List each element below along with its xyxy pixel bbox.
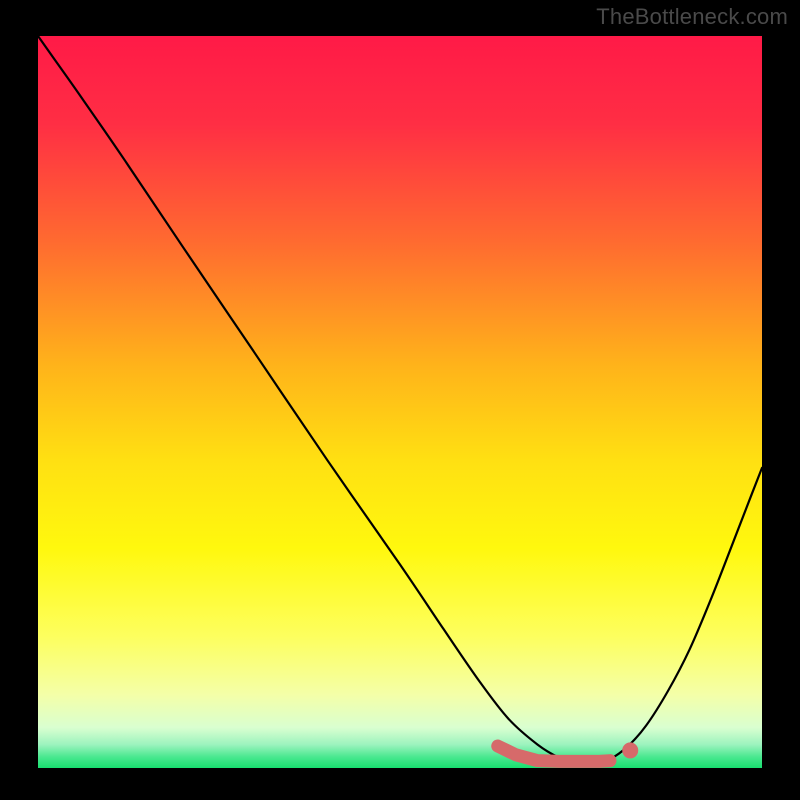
ideal-range-marker bbox=[38, 36, 762, 768]
attribution-text: TheBottleneck.com bbox=[596, 4, 788, 30]
chart-plot-area bbox=[38, 36, 762, 768]
